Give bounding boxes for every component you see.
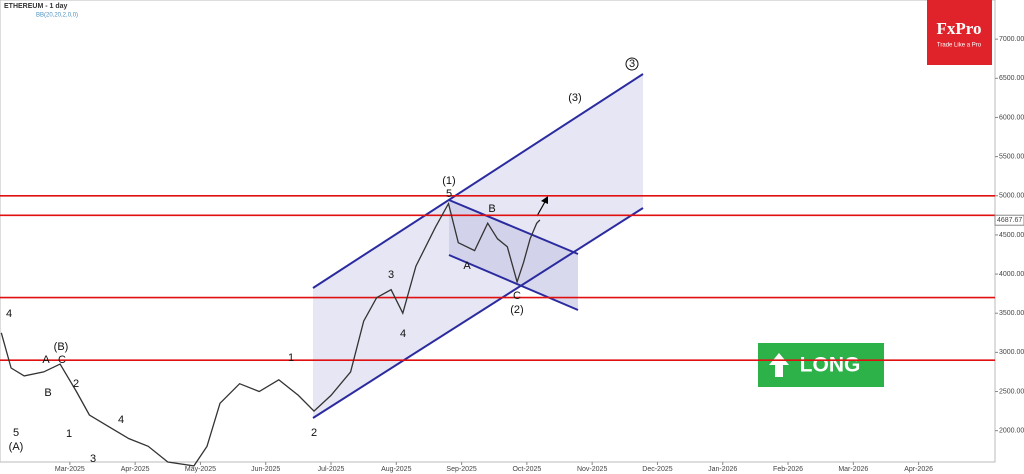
x-tick-label: Jan-2026	[708, 466, 737, 473]
last-price-label: 4687.67	[997, 217, 1022, 224]
x-tick-label: Apr-2025	[121, 466, 150, 473]
wave-label: 4	[6, 308, 12, 320]
y-tick-label: 6000.00	[999, 114, 1024, 121]
channel-upper	[312, 73, 644, 289]
wave-label: 4	[118, 414, 124, 426]
correction-channel-fill	[449, 200, 578, 310]
y-tick-label: 7000.00	[999, 36, 1024, 43]
wave-label: (B)	[54, 341, 69, 353]
logo-tagline: Trade Like a Pro	[937, 43, 982, 49]
arrow-head	[541, 196, 548, 204]
wave-label: B	[44, 387, 51, 399]
wave-label: 2	[73, 378, 79, 390]
correction-lower	[448, 254, 579, 311]
wave-circle	[625, 57, 639, 71]
indicator-label: BB(20,20,2,0,0)	[36, 13, 78, 19]
wave-label: (A)	[9, 441, 24, 453]
wave-label: A	[42, 354, 50, 366]
x-tick-label: Mar-2025	[55, 466, 85, 473]
wave-label: 3	[388, 269, 394, 281]
wave-label: C	[513, 290, 521, 302]
x-tick-label: Apr-2026	[904, 466, 933, 473]
y-tick-label: 3500.00	[999, 310, 1024, 317]
logo: FxPro	[936, 19, 981, 38]
signal-label: LONG	[800, 354, 861, 377]
x-tick-label: Oct-2025	[512, 466, 541, 473]
wave-label: B	[488, 203, 495, 215]
y-tick-label: 5500.00	[999, 153, 1024, 160]
x-tick-label: Nov-2025	[577, 466, 607, 473]
wave-label: (2)	[510, 304, 523, 316]
wave-label: 1	[288, 352, 294, 364]
x-tick-label: Mar-2026	[838, 466, 868, 473]
y-tick-label: 6500.00	[999, 75, 1024, 82]
x-tick-label: Feb-2026	[773, 466, 803, 473]
y-tick-label: 2500.00	[999, 388, 1024, 395]
correction-upper	[448, 199, 579, 255]
wave-label: 5	[446, 188, 452, 200]
wave-label: 4	[400, 328, 406, 340]
wave-label: 3	[629, 58, 635, 70]
x-tick-label: Sep-2025	[446, 466, 476, 473]
last-price-tag	[994, 214, 1024, 226]
arrow	[536, 199, 547, 217]
y-tick-label: 5000.00	[999, 193, 1024, 200]
wave-label: 2	[311, 427, 317, 439]
channel-lower	[312, 207, 644, 419]
x-tick-label: Aug-2025	[381, 466, 411, 473]
y-tick-label: 2000.00	[999, 428, 1024, 435]
wave-label: 5	[13, 427, 19, 439]
up-arrow-icon	[769, 353, 789, 377]
wave-label: (3)	[568, 92, 581, 104]
wave-label: C	[58, 354, 66, 366]
x-tick-label: Jun-2025	[251, 466, 280, 473]
x-tick-label: May-2025	[185, 466, 216, 473]
wave-label: 3	[90, 453, 96, 465]
wave-label: 1	[66, 428, 72, 440]
logo-box	[927, 0, 992, 65]
wave-label: (1)	[442, 175, 455, 187]
chart-title: ETHEREUM - 1 day	[4, 3, 68, 10]
x-tick-label: Jul-2025	[318, 466, 345, 473]
y-tick-label: 4000.00	[999, 271, 1024, 278]
x-tick-label: Dec-2025	[642, 466, 672, 473]
wave-label: A	[463, 260, 471, 272]
y-tick-label: 3000.00	[999, 349, 1024, 356]
y-tick-label: 4500.00	[999, 232, 1024, 239]
price-line	[0, 201, 541, 467]
